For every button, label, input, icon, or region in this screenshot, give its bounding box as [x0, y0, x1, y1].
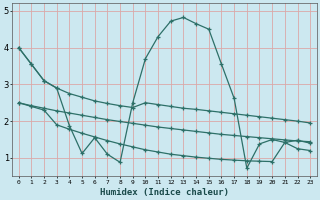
X-axis label: Humidex (Indice chaleur): Humidex (Indice chaleur) [100, 188, 229, 197]
